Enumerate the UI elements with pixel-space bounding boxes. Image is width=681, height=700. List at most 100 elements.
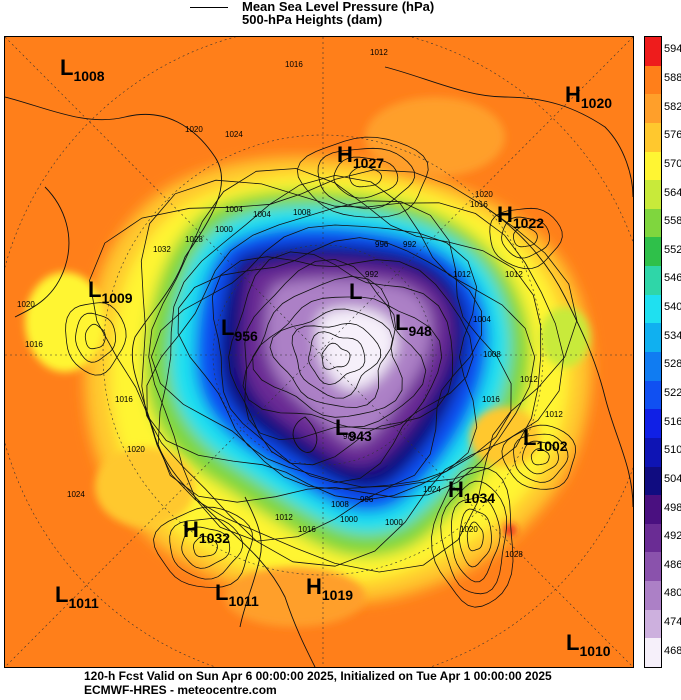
map-legend: Mean Sea Level Pressure (hPa) 500-hPa He…: [190, 0, 490, 30]
colorbar-cell: [645, 609, 661, 639]
isobar-label: 1020: [475, 190, 493, 199]
isobar-line: [296, 136, 429, 218]
low-pressure-center[interactable]: L956: [221, 315, 258, 344]
colorbar-label: 468: [664, 644, 681, 657]
isobar-label: 1000: [340, 515, 358, 524]
isobar-line: [269, 308, 394, 408]
colorbar-label: 492: [664, 530, 681, 543]
isobar-label: 1012: [545, 410, 563, 419]
isobar-line: [181, 526, 231, 569]
low-pressure-center[interactable]: L943: [335, 415, 372, 444]
low-pressure-center[interactable]: L: [349, 279, 362, 304]
isobar-line: [244, 258, 443, 441]
colorbar-label: 540: [664, 301, 681, 314]
colorbar-cell: [645, 466, 661, 496]
forecast-valid-text: 120-h Fcst Valid on Sun Apr 6 00:00:00 2…: [84, 669, 552, 683]
colorbar-cell: [645, 638, 661, 668]
isobar-line: [153, 506, 253, 589]
isobar-label: 1016: [115, 395, 133, 404]
colorbar-cell: [645, 409, 661, 439]
isobar-line-sample: [190, 7, 228, 8]
colorbar-label: 480: [664, 587, 681, 600]
isobar-line: [321, 342, 351, 370]
colorbar-label: 552: [664, 243, 681, 256]
isobar-label: 1016: [25, 340, 43, 349]
colorbar-cell: [645, 523, 661, 553]
isobar-label: 1012: [520, 375, 538, 384]
low-pressure-center[interactable]: L1009: [88, 277, 133, 306]
isobar-label: 996: [375, 240, 389, 249]
isobar-label: 1000: [385, 518, 403, 527]
colorbar-label: 582: [664, 100, 681, 113]
colorbar-label: 570: [664, 157, 681, 170]
isobar-line: [513, 433, 569, 483]
colorbar-cell: [645, 180, 661, 210]
high-pressure-center[interactable]: H1020: [565, 82, 612, 111]
model-source-text: ECMWF-HRES - meteocentre.com: [84, 683, 277, 697]
isobar-line: [192, 535, 218, 558]
isobar-label: 1020: [185, 125, 203, 134]
isobar-label: 988: [343, 432, 357, 441]
isobars: [65, 136, 578, 608]
colorbar-label: 486: [664, 558, 681, 571]
isobar-line: [501, 424, 577, 490]
isobar-label: 1012: [453, 270, 471, 279]
isobar-line: [211, 256, 474, 484]
high-pressure-center[interactable]: H1022: [497, 202, 544, 231]
low-pressure-center[interactable]: L948: [395, 310, 432, 339]
colorbar-cell: [645, 208, 661, 238]
high-pressure-center[interactable]: H1034: [448, 477, 495, 506]
height-fill-layer: [85, 157, 592, 603]
colorbar-cell: [645, 237, 661, 267]
isobar-label: 1024: [225, 130, 243, 139]
low-pressure-center[interactable]: L1011: [55, 582, 99, 611]
isobar-line: [451, 496, 501, 583]
isobar-line: [440, 480, 508, 595]
weather-map[interactable]: L1008 H1020 H1027 H1022 L1009 L956 L948 L943 L10…: [4, 36, 634, 668]
coastlines: [5, 66, 633, 667]
colorbar-label: 522: [664, 386, 681, 399]
isobar-label: 1024: [67, 490, 85, 499]
low-pressure-center[interactable]: L1010: [566, 630, 611, 659]
isobar-label: 992: [403, 240, 417, 249]
high-pressure-center[interactable]: H1019: [306, 574, 353, 603]
isobar-label: 1000: [215, 225, 233, 234]
high-pressure-center[interactable]: H1032: [183, 517, 230, 546]
isobar-label: 1028: [185, 235, 203, 244]
low-pressure-center[interactable]: L1011: [215, 580, 259, 609]
colorbar-label: 564: [664, 186, 681, 199]
isobar-line: [513, 225, 538, 248]
low-pressure-center[interactable]: L1008: [60, 55, 105, 84]
colorbar-label: 558: [664, 215, 681, 228]
isobar-label: 1012: [275, 513, 293, 522]
isobar-line: [252, 296, 403, 418]
isobar-line: [169, 518, 243, 580]
isobar-label: 1016: [482, 395, 500, 404]
colorbar-cell: [645, 437, 661, 468]
colorbar-label: 510: [664, 444, 681, 457]
isobar-line: [308, 331, 366, 386]
colorbar-label: 516: [664, 415, 681, 428]
isobar-line: [84, 323, 106, 350]
colorbar-cell: [645, 122, 661, 153]
isobar-label: 996: [360, 495, 374, 504]
colorbar-cell: [645, 94, 661, 124]
height-colorbar: [644, 36, 662, 668]
colorbar-label: 594: [664, 43, 681, 56]
colorbar-cell: [645, 495, 661, 525]
isobar-label: 1028: [505, 550, 523, 559]
colorbar-cell: [645, 581, 661, 611]
low-pressure-center[interactable]: L1002: [523, 425, 568, 454]
colorbar-label: 576: [664, 129, 681, 142]
colorbar-label: 504: [664, 472, 681, 485]
isobar-value-labels: 1012 1016 1020 1024 1020 1032 1028 1012 1016 1020…: [17, 48, 563, 559]
colorbar-label: 498: [664, 501, 681, 514]
isobar-label: 1032: [153, 245, 171, 254]
isobar-label: 1004: [473, 315, 491, 324]
isobar-label: 1020: [127, 445, 145, 454]
isobar-line: [489, 207, 563, 270]
high-pressure-center[interactable]: H1027: [337, 142, 384, 171]
isobar-label: 1020: [17, 300, 35, 309]
colorbar-label: 528: [664, 358, 681, 371]
